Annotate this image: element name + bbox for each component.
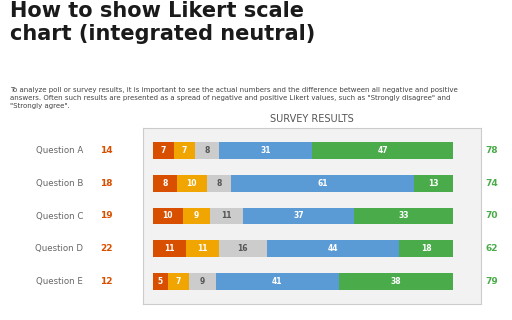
Bar [177, 175, 207, 192]
Text: 11: 11 [197, 244, 207, 253]
Text: 33: 33 [398, 212, 409, 220]
Bar [219, 240, 267, 257]
Bar [219, 142, 312, 159]
Text: Question D: Question D [35, 244, 83, 253]
Text: How to show Likert scale
chart (integrated neutral): How to show Likert scale chart (integrat… [10, 1, 315, 44]
Text: 38: 38 [391, 277, 401, 286]
Bar [243, 208, 354, 224]
Text: 7: 7 [176, 277, 181, 286]
Text: 7: 7 [161, 146, 166, 155]
Bar [168, 273, 189, 290]
Bar [267, 240, 399, 257]
Text: 78: 78 [486, 146, 498, 155]
Text: Question B: Question B [36, 179, 83, 188]
Bar [153, 142, 174, 159]
Text: 10: 10 [186, 179, 197, 188]
Bar [153, 175, 177, 192]
Text: 62: 62 [486, 244, 498, 253]
Text: 79: 79 [486, 277, 498, 286]
Bar [312, 142, 453, 159]
Bar [216, 273, 339, 290]
Text: To analyze poll or survey results, it is important to see the actual numbers and: To analyze poll or survey results, it is… [10, 87, 458, 109]
Text: 5: 5 [158, 277, 163, 286]
Bar [207, 175, 231, 192]
Bar [183, 208, 210, 224]
Bar [174, 142, 195, 159]
Text: Question C: Question C [36, 212, 83, 220]
Text: 16: 16 [238, 244, 248, 253]
Text: 13: 13 [429, 179, 439, 188]
Bar [210, 208, 243, 224]
Text: 11: 11 [221, 212, 231, 220]
Bar [195, 142, 219, 159]
Text: 8: 8 [216, 179, 222, 188]
Text: 61: 61 [317, 179, 328, 188]
Text: 18: 18 [421, 244, 432, 253]
Text: 18: 18 [100, 179, 112, 188]
Bar [186, 240, 219, 257]
Text: 7: 7 [182, 146, 187, 155]
Bar [189, 273, 216, 290]
Text: 47: 47 [377, 146, 388, 155]
Text: 31: 31 [260, 146, 271, 155]
Bar [231, 175, 414, 192]
Text: 22: 22 [100, 244, 112, 253]
Text: Question E: Question E [36, 277, 83, 286]
Text: 9: 9 [200, 277, 205, 286]
Text: 37: 37 [293, 212, 304, 220]
Text: 8: 8 [204, 146, 209, 155]
Text: 10: 10 [162, 212, 173, 220]
Bar [153, 208, 183, 224]
Title: SURVEY RESULTS: SURVEY RESULTS [270, 115, 354, 124]
Text: Question A: Question A [36, 146, 83, 155]
Text: 12: 12 [100, 277, 112, 286]
Text: 14: 14 [100, 146, 113, 155]
Bar [354, 208, 453, 224]
Text: 19: 19 [100, 212, 113, 220]
Bar [414, 175, 453, 192]
Bar [153, 240, 186, 257]
Bar [399, 240, 453, 257]
Bar [153, 273, 168, 290]
Text: 41: 41 [272, 277, 283, 286]
Text: 9: 9 [194, 212, 199, 220]
Text: 70: 70 [486, 212, 498, 220]
Text: 11: 11 [164, 244, 175, 253]
Bar [339, 273, 453, 290]
Text: 44: 44 [328, 244, 338, 253]
Text: 74: 74 [486, 179, 498, 188]
Text: 8: 8 [162, 179, 167, 188]
